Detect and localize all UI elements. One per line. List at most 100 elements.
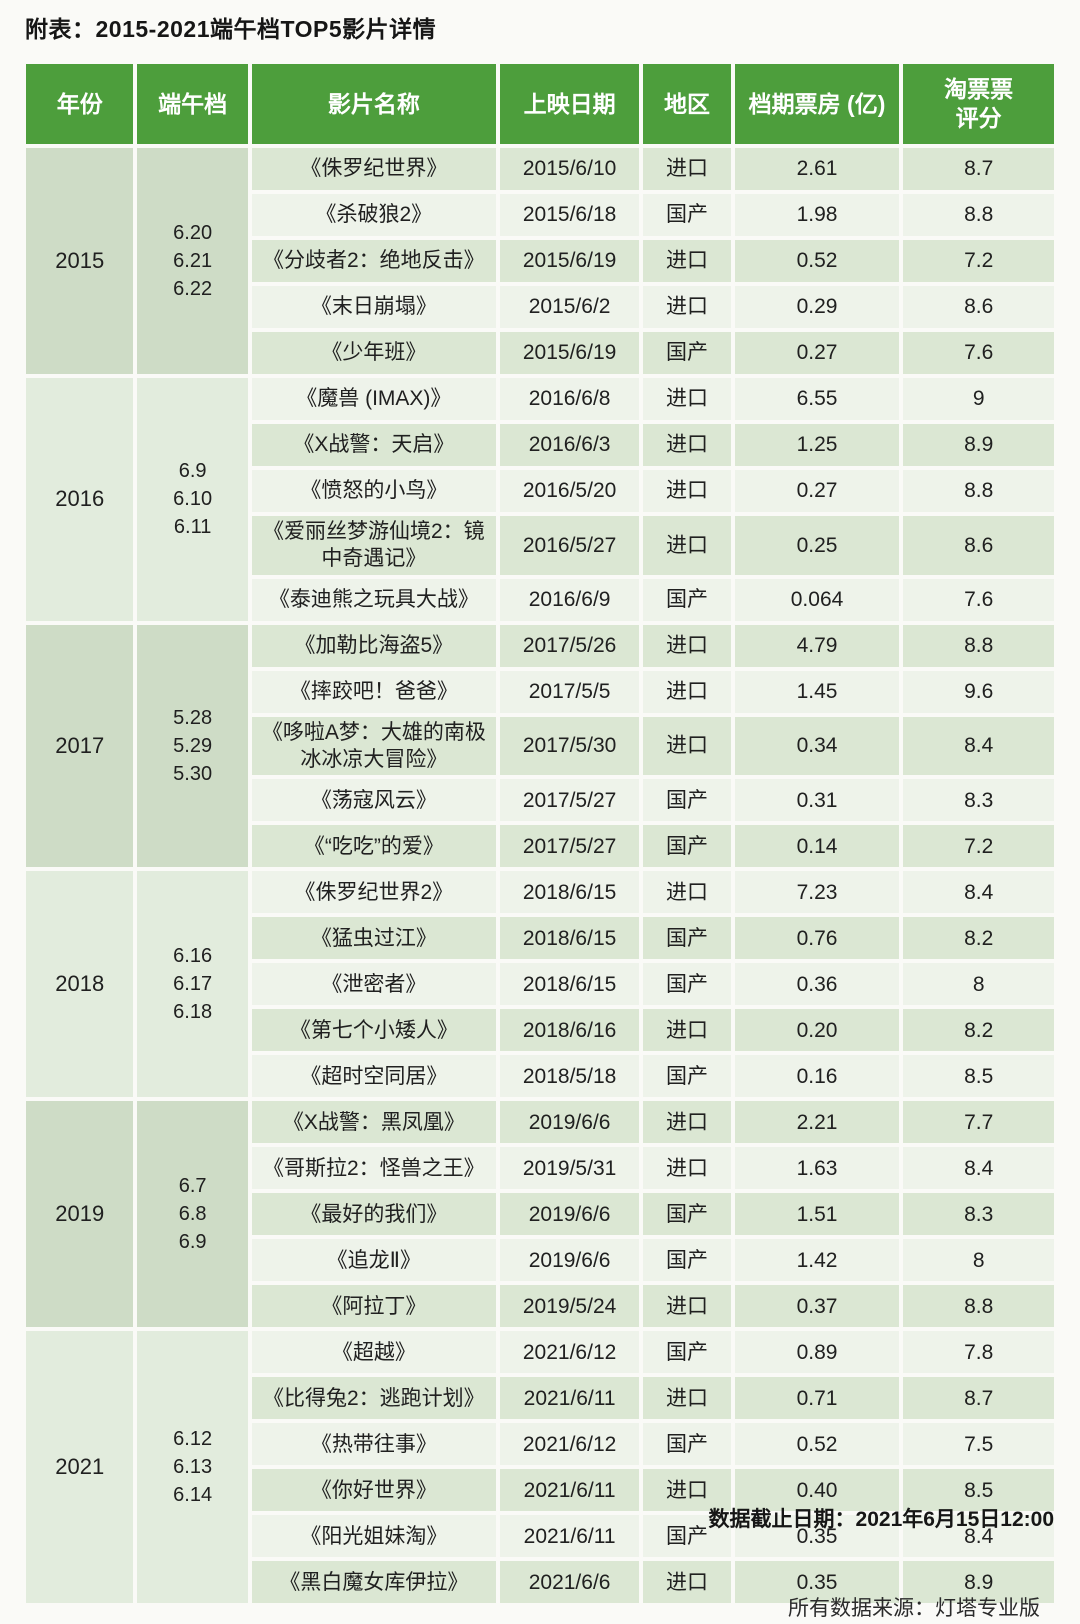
rating-cell: 8.8	[903, 194, 1054, 236]
region-cell: 国产	[643, 825, 731, 868]
movie-name-cell: 《哥斯拉2：怪兽之王》	[251, 1147, 496, 1190]
boxoffice-cell: 0.14	[734, 825, 900, 868]
release-date-cell: 2019/6/6	[499, 1101, 640, 1144]
region-cell: 进口	[643, 1147, 731, 1190]
movie-row: 《“吃吃”的爱》 2017/5/27 国产 0.14 7.2	[26, 825, 1054, 868]
movie-details-table: 年份 端午档 影片名称 上映日期 地区 档期票房 (亿) 淘票票 评分 2015…	[22, 60, 1058, 1607]
release-date-cell: 2016/5/20	[499, 470, 640, 512]
boxoffice-cell: 4.79	[734, 624, 900, 667]
boxoffice-cell: 0.71	[734, 1377, 900, 1420]
movie-name-cell: 《侏罗纪世界》	[251, 148, 496, 190]
festival-dates-cell: 6.7 6.8 6.9	[137, 1101, 248, 1328]
movie-name-cell: 《“吃吃”的爱》	[251, 825, 496, 868]
movie-name-cell: 《阿拉丁》	[251, 1285, 496, 1328]
rating-cell: 8.3	[903, 779, 1054, 822]
boxoffice-cell: 1.25	[734, 424, 900, 466]
movie-name-cell: 《超时空同居》	[251, 1055, 496, 1098]
movie-name-cell: 《X战警：黑凤凰》	[251, 1101, 496, 1144]
boxoffice-cell: 0.29	[734, 286, 900, 328]
movie-name-cell: 《末日崩塌》	[251, 286, 496, 328]
release-date-cell: 2017/5/30	[499, 716, 640, 776]
col-header-festival: 端午档	[137, 64, 248, 144]
year-cell: 2017	[26, 624, 134, 868]
year-cell: 2021	[26, 1331, 134, 1604]
boxoffice-cell: 0.20	[734, 1009, 900, 1052]
release-date-cell: 2015/6/18	[499, 194, 640, 236]
region-cell: 进口	[643, 286, 731, 328]
release-date-cell: 2018/6/16	[499, 1009, 640, 1052]
boxoffice-cell: 0.52	[734, 1423, 900, 1466]
movie-row: 《最好的我们》 2019/6/6 国产 1.51 8.3	[26, 1193, 1054, 1236]
movie-row: 《爱丽丝梦游仙境2：镜中奇遇记》 2016/5/27 进口 0.25 8.6	[26, 516, 1054, 575]
region-cell: 进口	[643, 1469, 731, 1512]
movie-name-cell: 《荡寇风云》	[251, 779, 496, 822]
movie-row: 《追龙Ⅱ》 2019/6/6 国产 1.42 8	[26, 1239, 1054, 1282]
movie-name-cell: 《黑白魔女库伊拉》	[251, 1561, 496, 1604]
movie-row: 《比得兔2：逃跑计划》 2021/6/11 进口 0.71 8.7	[26, 1377, 1054, 1420]
boxoffice-cell: 2.61	[734, 148, 900, 190]
movie-row: 2015 6.20 6.21 6.22 《侏罗纪世界》 2015/6/10 进口 2.61…	[26, 148, 1054, 374]
release-date-cell: 2018/6/15	[499, 963, 640, 1006]
movie-row: 《少年班》 2015/6/19 国产 0.27 7.6	[26, 332, 1054, 374]
release-date-cell: 2019/5/31	[499, 1147, 640, 1190]
rating-cell: 7.6	[903, 332, 1054, 374]
movie-row: 《你好世界》 2021/6/11 进口 0.40 8.5	[26, 1469, 1054, 1512]
movie-name-cell: 《泄密者》	[251, 963, 496, 1006]
boxoffice-cell: 7.23	[734, 871, 900, 914]
year-cell: 2018	[26, 871, 134, 1098]
rating-cell: 8.9	[903, 424, 1054, 466]
movie-name-cell: 《侏罗纪世界2》	[251, 871, 496, 914]
release-date-cell: 2019/5/24	[499, 1285, 640, 1328]
movie-row: 《黑白魔女库伊拉》 2021/6/6 进口 0.35 8.9	[26, 1561, 1054, 1604]
rating-cell: 8.4	[903, 871, 1054, 914]
region-cell: 国产	[643, 1193, 731, 1236]
col-header-release-date: 上映日期	[499, 64, 640, 144]
boxoffice-cell: 0.34	[734, 716, 900, 776]
movie-row: 《摔跤吧！爸爸》 2017/5/5 进口 1.45 9.6	[26, 670, 1054, 713]
region-cell: 进口	[643, 716, 731, 776]
release-date-cell: 2018/6/15	[499, 917, 640, 960]
region-cell: 进口	[643, 1101, 731, 1144]
rating-cell: 7.5	[903, 1423, 1054, 1466]
boxoffice-cell: 0.064	[734, 578, 900, 621]
boxoffice-cell: 6.55	[734, 378, 900, 420]
region-cell: 进口	[643, 1377, 731, 1420]
movie-row: 《分歧者2：绝地反击》 2015/6/19 进口 0.52 7.2	[26, 240, 1054, 282]
region-cell: 国产	[643, 194, 731, 236]
boxoffice-cell: 0.35	[734, 1515, 900, 1558]
movie-row: 2018 6.16 6.17 6.18 《侏罗纪世界2》 2018/6/15 进口 7.2…	[26, 871, 1054, 1098]
region-cell: 国产	[643, 917, 731, 960]
release-date-cell: 2019/6/6	[499, 1193, 640, 1236]
movie-row: 《哆啦A梦：大雄的南极冰冰凉大冒险》 2017/5/30 进口 0.34 8.4	[26, 716, 1054, 776]
release-date-cell: 2015/6/10	[499, 148, 640, 190]
table-header-row: 年份 端午档 影片名称 上映日期 地区 档期票房 (亿) 淘票票 评分	[26, 64, 1054, 144]
movie-name-cell: 《猛虫过江》	[251, 917, 496, 960]
region-cell: 进口	[643, 1285, 731, 1328]
rating-cell: 8.6	[903, 516, 1054, 575]
rating-cell: 8.4	[903, 1147, 1054, 1190]
col-header-movie-name: 影片名称	[251, 64, 496, 144]
rating-cell: 8	[903, 1239, 1054, 1282]
movie-name-cell: 《加勒比海盗5》	[251, 624, 496, 667]
release-date-cell: 2015/6/19	[499, 332, 640, 374]
region-cell: 进口	[643, 148, 731, 190]
movie-row: 《哥斯拉2：怪兽之王》 2019/5/31 进口 1.63 8.4	[26, 1147, 1054, 1190]
release-date-cell: 2016/5/27	[499, 516, 640, 575]
rating-cell: 8.8	[903, 470, 1054, 512]
year-cell: 2019	[26, 1101, 134, 1328]
region-cell: 进口	[643, 240, 731, 282]
movie-name-cell: 《摔跤吧！爸爸》	[251, 670, 496, 713]
col-header-year: 年份	[26, 64, 134, 144]
region-cell: 国产	[643, 578, 731, 621]
movie-name-cell: 《你好世界》	[251, 1469, 496, 1512]
boxoffice-cell: 0.35	[734, 1561, 900, 1604]
boxoffice-cell: 0.89	[734, 1331, 900, 1374]
movie-row: 《泰迪熊之玩具大战》 2016/6/9 国产 0.064 7.6	[26, 578, 1054, 621]
rating-cell: 8.6	[903, 286, 1054, 328]
region-cell: 国产	[643, 1423, 731, 1466]
rating-cell: 8.4	[903, 1515, 1054, 1558]
movie-row: 《荡寇风云》 2017/5/27 国产 0.31 8.3	[26, 779, 1054, 822]
boxoffice-cell: 0.16	[734, 1055, 900, 1098]
region-cell: 进口	[643, 1009, 731, 1052]
release-date-cell: 2017/5/27	[499, 779, 640, 822]
